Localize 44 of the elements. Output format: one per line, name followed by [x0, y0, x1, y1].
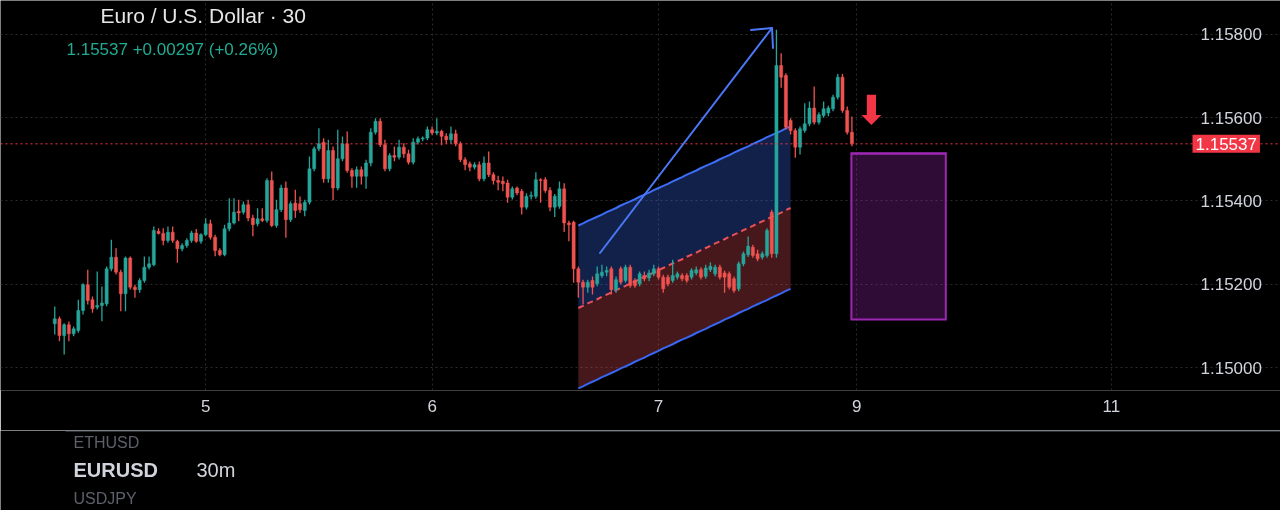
candlestick: [175, 239, 180, 263]
x-tick-label: 11: [1102, 396, 1121, 416]
candlestick: [477, 161, 482, 182]
candlestick: [57, 316, 62, 342]
chart-title: Euro / U.S. Dollar · 30: [100, 3, 306, 27]
y-tick-label: 1.15200: [1200, 275, 1262, 295]
candlestick: [628, 264, 633, 288]
y-tick-label: 1.15000: [1200, 358, 1262, 378]
annotation: ⬇: [854, 86, 889, 133]
candlestick: [482, 156, 486, 182]
x-tick-label: 9: [851, 396, 862, 416]
text: 1.15537 +0.00297 (+0.26%): [66, 39, 279, 59]
y-tick-label: 1.15800: [1200, 25, 1262, 45]
candlestick: [595, 266, 600, 287]
candlestick: [807, 101, 812, 127]
candlestick: [557, 181, 562, 209]
candlestick: [449, 126, 453, 144]
candlestick: [519, 189, 524, 215]
candlestick: [67, 321, 71, 342]
text: ETHUSD: [73, 434, 140, 451]
candlestick: [397, 139, 401, 160]
candlestick: [411, 138, 416, 165]
text: 30m: [196, 458, 236, 481]
x-tick-label: 7: [653, 396, 664, 416]
ref-line-label: 1.15537: [1195, 134, 1257, 154]
x-tick-label: 6: [427, 396, 437, 416]
candlestick: [293, 189, 298, 218]
y-tick-label: 1.15400: [1200, 191, 1262, 211]
candlestick: [62, 323, 66, 355]
candlestick: [236, 199, 241, 222]
candlestick: [95, 271, 100, 310]
y-tick-label: 1.15600: [1200, 108, 1262, 128]
text: EURUSD: [73, 458, 158, 481]
candlestick: [52, 306, 57, 335]
line-series: [577, 287, 792, 390]
candlestick: [609, 266, 614, 295]
candlestick: [722, 270, 727, 293]
candlestick: [288, 201, 293, 222]
text: USDJPY: [73, 490, 137, 507]
candlestick: [505, 179, 510, 203]
candlestick: [812, 86, 816, 125]
candlestick: [354, 166, 359, 188]
x-tick-label: 5: [200, 396, 211, 416]
line-series: [577, 207, 792, 309]
